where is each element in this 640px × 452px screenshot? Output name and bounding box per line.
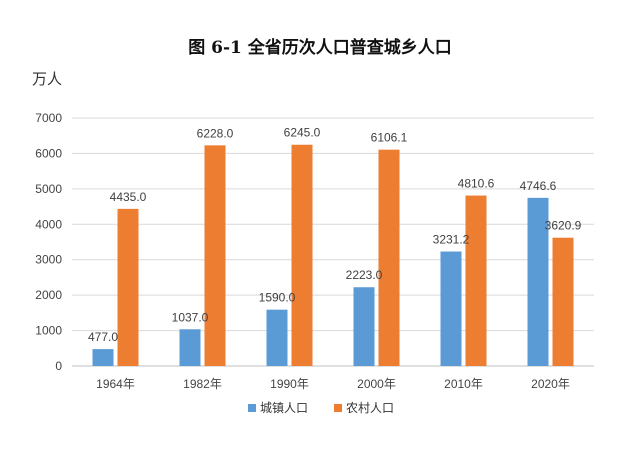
legend-label: 农村人口 — [346, 401, 394, 415]
data-label: 6106.1 — [371, 131, 408, 145]
data-label: 3231.2 — [433, 233, 470, 247]
data-label: 1590.0 — [259, 291, 296, 305]
x-tick-label: 2020年 — [531, 377, 570, 391]
y-tick-label: 7000 — [35, 111, 62, 125]
y-tick-label: 6000 — [35, 146, 62, 160]
x-tick-label: 1990年 — [270, 377, 309, 391]
legend-label: 城镇人口 — [260, 401, 308, 415]
data-label: 3620.9 — [545, 219, 582, 233]
data-label: 477.0 — [88, 330, 118, 344]
y-tick-label: 4000 — [35, 217, 62, 231]
bar-urban — [92, 349, 114, 366]
y-axis-unit-label: 万人 — [32, 70, 62, 88]
bar-rural — [117, 208, 139, 366]
y-tick-label: 1000 — [35, 324, 62, 338]
bar-rural — [465, 195, 487, 366]
x-tick-label: 2010年 — [444, 377, 483, 391]
data-label: 2223.0 — [346, 268, 383, 282]
data-labels: 477.0 4435.0 1037.0 6228.0 1590.0 6245.0 2223.… — [88, 126, 582, 344]
x-axis-ticks: 1964年 1982年 1990年 2000年 2010年 2020年 — [96, 377, 570, 391]
x-tick-label: 1982年 — [183, 377, 222, 391]
data-label: 4810.6 — [458, 177, 495, 191]
bar-urban — [440, 251, 462, 366]
y-axis-ticks: 0 1000 2000 3000 4000 5000 6000 7000 — [35, 111, 62, 373]
bar-rural — [552, 237, 574, 366]
gridlines — [72, 117, 594, 367]
legend-swatch — [248, 404, 256, 412]
chart-title: 图 6-1 全省历次人口普查城乡人口 — [188, 37, 452, 58]
legend: 城镇人口 农村人口 — [248, 401, 394, 415]
data-label: 6228.0 — [197, 126, 234, 140]
data-label: 1037.0 — [172, 310, 209, 324]
bar-urban — [266, 309, 288, 366]
y-tick-label: 0 — [55, 359, 62, 373]
bar-rural — [378, 149, 400, 366]
data-label: 4435.0 — [110, 190, 147, 204]
x-tick-label: 2000年 — [357, 377, 396, 391]
x-tick-label: 1964年 — [96, 377, 135, 391]
y-tick-label: 3000 — [35, 253, 62, 267]
data-label: 6245.0 — [284, 126, 321, 140]
bar-urban — [527, 197, 549, 366]
legend-swatch — [334, 404, 342, 412]
y-tick-label: 5000 — [35, 182, 62, 196]
bar-urban — [353, 287, 375, 366]
y-tick-label: 2000 — [35, 288, 62, 302]
bars — [92, 144, 574, 366]
bar-rural — [291, 144, 313, 366]
bar-urban — [179, 329, 201, 366]
bar-rural — [204, 145, 226, 366]
data-label: 4746.6 — [520, 179, 557, 193]
